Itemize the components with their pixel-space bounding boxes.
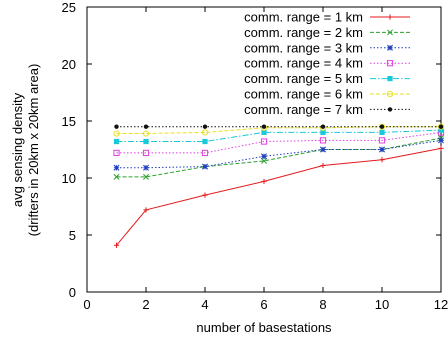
legend-label: comm. range = 6 km: [244, 87, 363, 102]
data-point: [260, 138, 268, 145]
legend-entry: comm. range = 3 km: [244, 40, 410, 55]
series: [113, 137, 444, 171]
legend-marker: [386, 60, 394, 67]
x-tick-label: 12: [434, 297, 448, 312]
y-tick-label: 15: [62, 114, 76, 129]
series-line: [116, 131, 442, 154]
series-line: [116, 147, 442, 246]
data-point: [143, 124, 149, 129]
series-group: [113, 123, 445, 248]
data-point: [379, 124, 385, 129]
series-line: [116, 129, 442, 142]
y-tick-label: 5: [69, 228, 76, 243]
data-point: [379, 157, 385, 163]
data-point: [437, 123, 445, 130]
y-tick-label: 0: [69, 285, 76, 300]
legend-marker: [386, 90, 394, 98]
data-point: [438, 137, 444, 144]
data-point: [113, 242, 120, 248]
data-point: [320, 124, 326, 129]
data-point: [320, 146, 326, 153]
data-point: [202, 138, 208, 145]
legend-label: comm. range = 1 km: [244, 10, 363, 25]
x-tick-label: 8: [319, 297, 326, 312]
data-point: [202, 192, 208, 198]
y-tick-label: 10: [62, 171, 76, 186]
data-point: [201, 129, 209, 136]
data-point: [261, 124, 267, 129]
x-tick-label: 6: [260, 297, 267, 312]
series: [113, 123, 445, 137]
data-point: [438, 145, 444, 151]
legend-entry: comm. range = 2 km: [244, 25, 410, 40]
data-point: [143, 173, 149, 180]
data-point: [142, 149, 150, 157]
data-point: [114, 124, 119, 129]
legend-label: comm. range = 5 km: [244, 71, 363, 86]
y-axis-label-secondary: (drifters in 20km x 20km area): [26, 64, 41, 237]
data-point: [379, 129, 385, 135]
data-point: [202, 163, 208, 170]
data-point: [143, 207, 149, 213]
data-point: [202, 124, 208, 129]
axis-ticks: 0 2 4 6 8 10 12 0 5 10 15 20 25: [62, 0, 448, 312]
data-point: [143, 138, 149, 145]
legend-marker: [387, 76, 393, 82]
data-point: [261, 153, 267, 160]
data-point: [143, 164, 149, 171]
series: [113, 145, 444, 248]
data-point: [320, 129, 326, 135]
legend-marker: [387, 29, 393, 36]
data-point: [379, 146, 385, 153]
x-axis-label: number of basestations: [196, 320, 332, 335]
series-line: [116, 139, 442, 169]
x-tick-label: 0: [83, 297, 90, 312]
data-point: [261, 129, 267, 135]
series: [113, 129, 445, 157]
y-tick-label: 20: [62, 57, 76, 72]
series: [114, 124, 444, 129]
data-point: [113, 164, 120, 171]
data-point: [113, 149, 120, 157]
data-point: [261, 157, 267, 164]
legend-entry: comm. range = 7 km: [244, 102, 410, 117]
legend-label: comm. range = 7 km: [244, 102, 363, 117]
legend-label: comm. range = 2 km: [244, 25, 363, 40]
data-point: [113, 173, 120, 180]
data-point: [438, 124, 444, 129]
x-tick-label: 2: [142, 297, 149, 312]
legend-entry: comm. range = 5 km: [244, 71, 410, 86]
x-tick-label: 10: [375, 297, 389, 312]
y-tick-label: 25: [62, 0, 76, 15]
data-point: [320, 162, 326, 169]
legend-marker: [387, 107, 393, 112]
data-point: [319, 137, 327, 144]
legend-entry: comm. range = 1 km: [244, 10, 410, 25]
data-point: [438, 127, 444, 133]
y-axis-label: avg sensing density: [10, 92, 25, 207]
x-tick-label: 4: [201, 297, 208, 312]
data-point: [142, 130, 150, 137]
data-point: [261, 178, 267, 185]
legend-label: comm. range = 4 km: [244, 56, 363, 71]
legend-label: comm. range = 3 km: [244, 40, 363, 55]
legend-marker: [387, 44, 393, 51]
data-point: [113, 130, 120, 137]
data-point: [201, 149, 209, 157]
legend-entry: comm. range = 4 km: [244, 56, 410, 71]
data-point: [113, 138, 120, 145]
legend-marker: [387, 14, 393, 20]
data-point: [378, 137, 386, 144]
series: [113, 127, 444, 145]
legend-entry: comm. range = 6 km: [244, 87, 410, 102]
